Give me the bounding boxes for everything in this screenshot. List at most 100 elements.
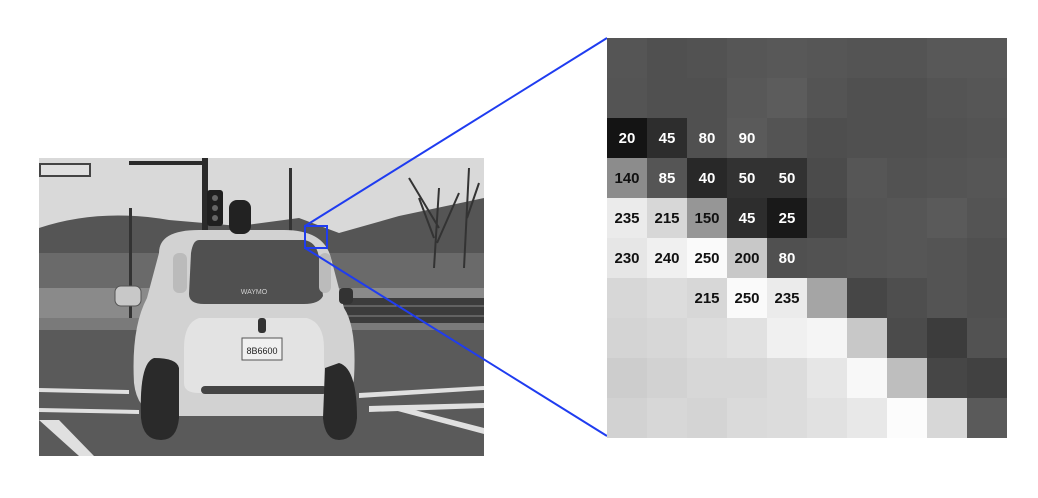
pixel-cell	[607, 78, 647, 118]
pixel-cell	[967, 238, 1007, 278]
pixel-cell	[887, 118, 927, 158]
pixel-cell: 140	[607, 158, 647, 198]
zoomed-pixel-grid: 20 45 80 90 140 85 40 50 50 235 215 150 45 25 230 240 25…	[607, 38, 1007, 438]
pixel-cell	[967, 38, 1007, 78]
pixel-cell	[967, 118, 1007, 158]
pixel-cell	[607, 318, 647, 358]
pixel-cell	[967, 78, 1007, 118]
pixel-cell	[767, 118, 807, 158]
pixel-cell	[847, 198, 887, 238]
pixel-cell	[767, 318, 807, 358]
brand-text: WAYMO	[241, 289, 268, 296]
pixel-cell	[967, 318, 1007, 358]
pixel-cell	[967, 278, 1007, 318]
pixel-cell	[887, 78, 927, 118]
pixel-cell	[727, 38, 767, 78]
pixel-cell	[887, 278, 927, 318]
pixel-cell	[847, 158, 887, 198]
pixel-cell	[927, 398, 967, 438]
pixel-cell	[887, 198, 927, 238]
pixel-cell	[887, 38, 927, 78]
pixel-cell: 250	[687, 238, 727, 278]
pixel-cell	[927, 158, 967, 198]
pixel-cell	[927, 118, 967, 158]
pixel-cell: 215	[687, 278, 727, 318]
pixel-cell: 235	[607, 198, 647, 238]
pixel-cell	[647, 78, 687, 118]
pixel-cell	[887, 358, 927, 398]
pixel-cell: 150	[687, 198, 727, 238]
pixel-cell	[767, 398, 807, 438]
pixel-cell	[687, 398, 727, 438]
pixel-cell: 250	[727, 278, 767, 318]
pixel-cell: 215	[647, 198, 687, 238]
pixel-cell	[807, 318, 847, 358]
pixel-cell	[887, 238, 927, 278]
pixel-cell: 90	[727, 118, 767, 158]
pixel-cell	[927, 238, 967, 278]
plate-text: 8B6600	[246, 346, 277, 356]
pixel-cell: 25	[767, 198, 807, 238]
pixel-cell	[927, 278, 967, 318]
pixel-cell	[887, 318, 927, 358]
pixel-cell	[767, 358, 807, 398]
pixel-cell	[647, 398, 687, 438]
pixel-cell	[927, 318, 967, 358]
pixel-cell: 50	[767, 158, 807, 198]
pixel-cell: 235	[767, 278, 807, 318]
pixel-cell	[607, 278, 647, 318]
pixel-cell: 240	[647, 238, 687, 278]
pixel-cell	[807, 358, 847, 398]
pixel-cell	[807, 118, 847, 158]
pixel-cell	[647, 278, 687, 318]
pixel-cell	[847, 238, 887, 278]
pixel-cell	[767, 78, 807, 118]
pixel-cell	[927, 198, 967, 238]
pixel-cell	[927, 358, 967, 398]
pixel-cell	[967, 198, 1007, 238]
pixel-cell	[807, 78, 847, 118]
pixel-cell	[607, 398, 647, 438]
pixel-cell	[847, 278, 887, 318]
pixel-cell	[967, 358, 1007, 398]
pixel-cell	[727, 318, 767, 358]
pixel-cell	[807, 158, 847, 198]
pixel-cell: 200	[727, 238, 767, 278]
pixel-cell	[967, 158, 1007, 198]
pixel-cell: 40	[687, 158, 727, 198]
pixel-cell: 80	[687, 118, 727, 158]
pixel-cell	[607, 358, 647, 398]
pixel-cell	[847, 78, 887, 118]
pixel-cell	[967, 398, 1007, 438]
pixel-cell: 45	[647, 118, 687, 158]
pixel-cell: 20	[607, 118, 647, 158]
pixel-cell	[887, 398, 927, 438]
pixel-cell	[847, 398, 887, 438]
pixel-cell	[847, 318, 887, 358]
pixel-cell	[727, 358, 767, 398]
pixel-cell	[647, 318, 687, 358]
pixel-cell	[807, 278, 847, 318]
pixel-cell: 50	[727, 158, 767, 198]
pixel-cell	[727, 78, 767, 118]
pixel-cell	[687, 318, 727, 358]
pixel-cell	[847, 38, 887, 78]
pixel-cell: 230	[607, 238, 647, 278]
pixel-cell: 45	[727, 198, 767, 238]
pixel-cell	[687, 78, 727, 118]
pixel-cell	[927, 38, 967, 78]
pixel-cell	[727, 398, 767, 438]
pixel-cell: 85	[647, 158, 687, 198]
pixel-cell	[687, 358, 727, 398]
pixel-cell: 80	[767, 238, 807, 278]
pixel-cell	[927, 78, 967, 118]
pixel-cell	[767, 38, 807, 78]
pixel-cell	[687, 38, 727, 78]
pixel-cell	[607, 38, 647, 78]
pixel-cell	[647, 38, 687, 78]
pixel-cell	[807, 238, 847, 278]
car-photo: WAYMO 8B6600	[39, 158, 484, 456]
pixel-cell	[807, 398, 847, 438]
pixel-cell	[647, 358, 687, 398]
pixel-cell	[847, 358, 887, 398]
